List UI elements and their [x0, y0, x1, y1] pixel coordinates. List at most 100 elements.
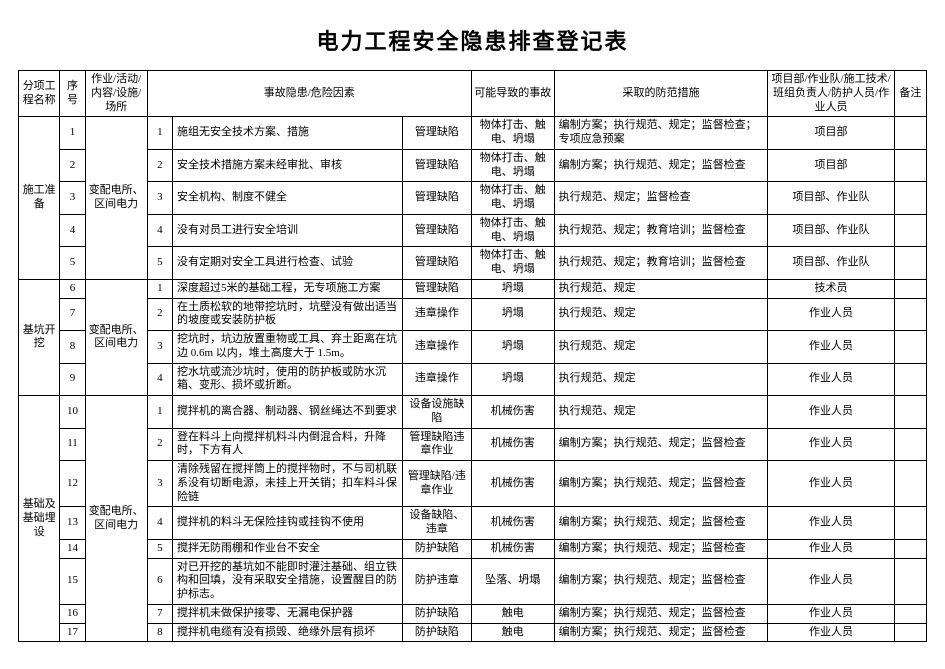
- hazard-no-cell: 4: [147, 214, 172, 247]
- table-row: 167搅拌机未做保护接零、无漏电保护器防护缺陷触电编制方案；执行规范、规定；监督…: [19, 604, 927, 623]
- type-cell: 管理缺陷: [402, 279, 471, 298]
- note-cell: [894, 214, 926, 247]
- measure-cell: 编制方案；执行规范、规定；监督检查: [554, 604, 768, 623]
- col-responsible: 项目部/作业队/施工技术/班组负责人/防护人员/作业人员: [768, 71, 894, 117]
- seq-cell: 7: [60, 298, 85, 331]
- table-row: 83挖坑时，坑边放置重物或工具、弃土距离在坑边 0.6m 以内，堆土高度大于 1…: [19, 331, 927, 364]
- note-cell: [894, 507, 926, 540]
- accident-cell: 机械伤害: [471, 461, 554, 507]
- responsible-cell: 作业人员: [768, 298, 894, 331]
- col-hazard: 事故隐患/危险因素: [147, 71, 471, 117]
- hazard-cell: 施组无安全技术方案、措施: [173, 117, 403, 150]
- table-row: 72在土质松软的地带挖坑时，坑壁没有做出适当的坡度或安装防护板违章操作坍塌执行规…: [19, 298, 927, 331]
- seq-cell: 6: [60, 279, 85, 298]
- hazard-no-cell: 1: [147, 396, 172, 429]
- hazard-cell: 清除残留在搅拌筒上的搅拌物时，不与司机联系没有切断电源，未挂上开关销；扣车料斗保…: [173, 461, 403, 507]
- hazard-cell: 对已开挖的基坑如不能即时灌注基础、组立铁构和回填，没有采取安全措施，设置醒目的防…: [173, 558, 403, 604]
- category-cell: 施工准备: [19, 117, 60, 280]
- table-row: 134搅拌机的料斗无保险挂钩或挂钩不使用设备缺陷、违章机械伤害编制方案；执行规范…: [19, 507, 927, 540]
- seq-cell: 15: [60, 558, 85, 604]
- hazard-cell: 挖坑时，坑边放置重物或工具、弃土距离在坑边 0.6m 以内，堆土高度大于 1.5…: [173, 331, 403, 364]
- category-cell: 基坑开挖: [19, 279, 60, 395]
- responsible-cell: 作业人员: [768, 396, 894, 429]
- page-title: 电力工程安全隐患排查登记表: [18, 24, 927, 56]
- type-cell: 管理缺陷: [402, 117, 471, 150]
- hazard-no-cell: 4: [147, 507, 172, 540]
- seq-cell: 12: [60, 461, 85, 507]
- hazard-cell: 搅拌无防雨棚和作业台不安全: [173, 539, 403, 558]
- table-row: 112登在料斗上向搅拌机料斗内倒混合料，升降时，下方有人管理缺陷违章作业机械伤害…: [19, 428, 927, 461]
- responsible-cell: 作业人员: [768, 331, 894, 364]
- hazard-cell: 安全技术措施方案未经审批、审核: [173, 149, 403, 182]
- responsible-cell: 作业人员: [768, 428, 894, 461]
- note-cell: [894, 363, 926, 396]
- hazard-cell: 搅拌机电缆有没有损毁、绝缘外层有损坏: [173, 623, 403, 642]
- seq-cell: 2: [60, 149, 85, 182]
- type-cell: 管理缺陷违章作业: [402, 428, 471, 461]
- responsible-cell: 项目部: [768, 117, 894, 150]
- note-cell: [894, 117, 926, 150]
- table-row: 94挖水坑或流沙坑时，使用的防护板或防水沉箱、变形、损坏或折断。违章操作坍塌执行…: [19, 363, 927, 396]
- table-row: 178搅拌机电缆有没有损毁、绝缘外层有损坏防护缺陷触电编制方案；执行规范、规定；…: [19, 623, 927, 642]
- accident-cell: 物体打击、触电、坍塌: [471, 214, 554, 247]
- responsible-cell: 项目部、作业队: [768, 214, 894, 247]
- seq-cell: 9: [60, 363, 85, 396]
- hazard-no-cell: 1: [147, 117, 172, 150]
- seq-cell: 16: [60, 604, 85, 623]
- measure-cell: 执行规范、规定: [554, 298, 768, 331]
- measure-cell: 编制方案；执行规范、规定；监督检查；专项应急预案: [554, 117, 768, 150]
- measure-cell: 执行规范、规定；监督检查: [554, 182, 768, 215]
- note-cell: [894, 279, 926, 298]
- col-category: 分项工程名称: [19, 71, 60, 117]
- note-cell: [894, 247, 926, 280]
- measure-cell: 执行规范、规定；教育培训；监督检查: [554, 247, 768, 280]
- note-cell: [894, 331, 926, 364]
- measure-cell: 编制方案；执行规范、规定；监督检查: [554, 623, 768, 642]
- note-cell: [894, 558, 926, 604]
- measure-cell: 执行规范、规定: [554, 396, 768, 429]
- seq-cell: 5: [60, 247, 85, 280]
- hazard-cell: 深度超过5米的基础工程，无专项施工方案: [173, 279, 403, 298]
- col-accident: 可能导致的事故: [471, 71, 554, 117]
- measure-cell: 编制方案；执行规范、规定；监督检查: [554, 558, 768, 604]
- measure-cell: 编制方案；执行规范、规定；监督检查: [554, 539, 768, 558]
- seq-cell: 17: [60, 623, 85, 642]
- seq-cell: 11: [60, 428, 85, 461]
- seq-cell: 3: [60, 182, 85, 215]
- table-row: 12 3清除残留在搅拌筒上的搅拌物时，不与司机联系没有切断电源，未挂上开关销；扣车…: [19, 461, 927, 507]
- responsible-cell: 作业人员: [768, 558, 894, 604]
- hazard-no-cell: 2: [147, 428, 172, 461]
- type-cell: 管理缺陷/违章作业: [402, 461, 471, 507]
- hazard-cell: 没有对员工进行安全培训: [173, 214, 403, 247]
- hazard-no-cell: 3: [147, 461, 172, 507]
- table-row: 55没有定期对安全工具进行检查、试验管理缺陷物体打击、触电、坍塌执行规范、规定；…: [19, 247, 927, 280]
- measure-cell: 执行规范、规定: [554, 331, 768, 364]
- type-cell: 管理缺陷: [402, 149, 471, 182]
- type-cell: 违章操作: [402, 298, 471, 331]
- note-cell: [894, 539, 926, 558]
- activity-cell: 变配电所、区间电力: [85, 396, 147, 642]
- hazard-cell: 挖水坑或流沙坑时，使用的防护板或防水沉箱、变形、损坏或折断。: [173, 363, 403, 396]
- accident-cell: 坍塌: [471, 331, 554, 364]
- accident-cell: 机械伤害: [471, 428, 554, 461]
- hazard-no-cell: 2: [147, 298, 172, 331]
- table-row: 施工准备1变配电所、区间电力1施组无安全技术方案、措施管理缺陷物体打击、触电、坍…: [19, 117, 927, 150]
- type-cell: 管理缺陷: [402, 247, 471, 280]
- hazard-no-cell: 5: [147, 539, 172, 558]
- accident-cell: 物体打击、触电、坍塌: [471, 182, 554, 215]
- hazard-cell: 搅拌机未做保护接零、无漏电保护器: [173, 604, 403, 623]
- accident-cell: 物体打击、触电、坍塌: [471, 247, 554, 280]
- measure-cell: 执行规范、规定: [554, 363, 768, 396]
- responsible-cell: 项目部、作业队: [768, 182, 894, 215]
- type-cell: 管理缺陷: [402, 214, 471, 247]
- responsible-cell: 项目部、作业队: [768, 247, 894, 280]
- table-row: 33安全机构、制度不健全管理缺陷物体打击、触电、坍塌执行规范、规定；监督检查项目…: [19, 182, 927, 215]
- hazard-cell: 在土质松软的地带挖坑时，坑壁没有做出适当的坡度或安装防护板: [173, 298, 403, 331]
- type-cell: 防护缺陷: [402, 539, 471, 558]
- type-cell: 防护违章: [402, 558, 471, 604]
- responsible-cell: 作业人员: [768, 461, 894, 507]
- type-cell: 违章操作: [402, 331, 471, 364]
- hazard-no-cell: 3: [147, 331, 172, 364]
- responsible-cell: 项目部: [768, 149, 894, 182]
- accident-cell: 物体打击、触电、坍塌: [471, 149, 554, 182]
